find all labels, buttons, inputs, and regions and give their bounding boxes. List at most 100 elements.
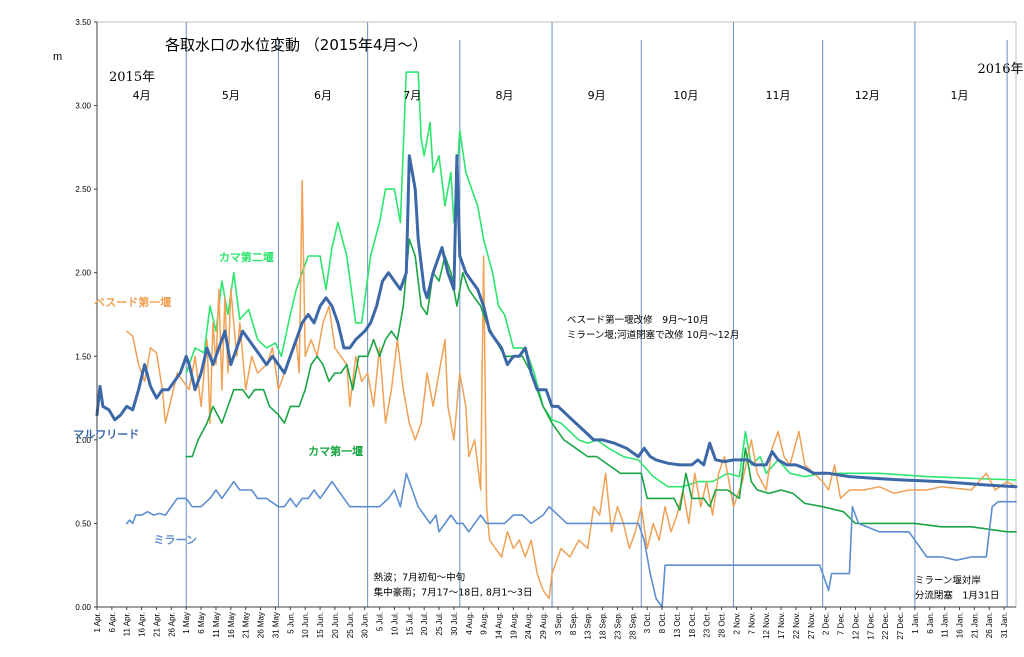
x-tick-label: 12 Nov. xyxy=(762,612,771,639)
series-label: ベスード第一堰 xyxy=(94,295,171,309)
y-axis-unit: m xyxy=(53,51,62,63)
x-tick-label: 18 Sep. xyxy=(599,612,608,640)
annotation-text: 熱波；7月初旬～中旬 xyxy=(374,571,466,583)
x-tick-label: 8 Oct. xyxy=(658,612,667,633)
x-tick-label: 7 Dec. xyxy=(837,612,846,635)
series-line xyxy=(185,71,1017,488)
series-line xyxy=(185,238,1017,533)
y-tick-label: 1.00 xyxy=(75,436,91,445)
month-label: 9月 xyxy=(588,89,606,102)
x-tick-labels: 1 Apr. 6 Apr. 11 Apr. 16 Apr. 21 Apr. 26 Apr.… xyxy=(93,607,1009,640)
x-tick-label: 2 Dec. xyxy=(822,612,831,635)
x-tick-label: 26 Apr. xyxy=(167,612,176,637)
x-tick-label: 25 Jun. xyxy=(346,612,355,638)
annotation-text: 分流閉塞 1月31日 xyxy=(915,590,1000,602)
x-tick-label: 30 Jun. xyxy=(361,612,370,638)
x-tick-label: 20 Jun. xyxy=(331,612,340,638)
x-tick-label: 15 Jul. xyxy=(405,612,414,636)
plot-grid xyxy=(97,21,1017,607)
x-tick-label: 28 Oct. xyxy=(718,612,727,638)
x-tick-label: 13 Sep. xyxy=(584,612,593,640)
x-tick-label: 4 Aug. xyxy=(465,612,474,635)
x-tick-label: 26 May xyxy=(257,612,266,638)
y-tick-label: 2.50 xyxy=(75,185,91,194)
x-tick-label: 20 Jul. xyxy=(420,612,429,636)
month-label: 4月 xyxy=(133,89,151,102)
x-tick-label: 25 Jul. xyxy=(435,612,444,636)
annotation-text: ミラーン堰対岸 xyxy=(915,575,982,587)
annotation-text: ミラーン堰;河道閉塞で改修 10月～12月 xyxy=(567,329,739,341)
series-label: ミラーン xyxy=(154,533,197,546)
x-tick-label: 29 Aug. xyxy=(539,612,548,639)
x-tick-label: 27 Dec. xyxy=(896,612,905,640)
x-tick-label: 17 Dec. xyxy=(866,612,875,640)
x-tick-label: 22 Nov. xyxy=(792,612,801,639)
x-tick-label: 23 Oct. xyxy=(703,612,712,638)
x-tick-label: 11 May xyxy=(212,612,221,638)
x-tick-label: 27 Nov. xyxy=(807,612,816,639)
x-tick-label: 3 Sep. xyxy=(554,612,563,635)
x-tick-label: 14 Aug. xyxy=(495,612,504,639)
x-tick-label: 8 Sep. xyxy=(569,612,578,635)
x-tick-label: 30 Jul. xyxy=(450,612,459,636)
y-tick-label: 3.00 xyxy=(75,102,91,111)
x-tick-label: 6 May xyxy=(197,612,206,634)
x-tick-label: 31 Jan. xyxy=(1000,612,1009,638)
series-label: マルワリード xyxy=(73,428,139,441)
x-tick-label: 2 Nov. xyxy=(732,612,741,635)
x-tick-label: 31 May xyxy=(271,612,280,638)
x-tick-label: 16 May xyxy=(227,612,236,638)
x-tick-label: 12 Dec. xyxy=(851,612,860,640)
y-tick-label: 0.00 xyxy=(75,603,91,612)
axes xyxy=(96,22,1016,608)
year-label: 2015年 xyxy=(109,70,155,85)
month-label: 11月 xyxy=(766,89,791,102)
x-tick-label: 24 Aug. xyxy=(524,612,533,639)
x-tick-label: 21 Jan. xyxy=(970,612,979,638)
y-tick-label: 1.50 xyxy=(75,352,91,361)
x-tick-label: 7 Nov. xyxy=(747,612,756,635)
x-tick-label: 19 Aug. xyxy=(509,612,518,639)
y-tick-label: 2.00 xyxy=(75,269,91,278)
x-tick-label: 9 Aug. xyxy=(480,612,489,635)
month-label: 12月 xyxy=(855,89,880,102)
y-tick-label: 3.50 xyxy=(75,18,91,27)
year-labels: 2015年 2016年 xyxy=(109,62,1024,85)
year-label: 2016年 xyxy=(977,62,1023,77)
x-tick-label: 1 Apr. xyxy=(93,612,102,632)
x-tick-label: 10 Jun. xyxy=(301,612,310,638)
chart-title: 各取水口の水位変動 （2015年4月～） xyxy=(165,36,428,54)
series-line xyxy=(125,180,1017,600)
series-label: カマ第一堰 xyxy=(308,444,363,458)
x-tick-label: 23 Sep. xyxy=(613,612,622,640)
y-tick-labels: 0.00 0.50 1.00 1.50 2.00 2.50 3.00 3.50 xyxy=(75,18,97,612)
month-labels: 4月 5月 6月 7月 8月 9月 10月 11月 12月 1月 xyxy=(133,89,969,102)
x-tick-label: 21 Apr. xyxy=(152,612,161,637)
x-tick-label: 17 Nov. xyxy=(777,612,786,639)
x-tick-label: 6 Apr. xyxy=(108,612,117,632)
month-label: 5月 xyxy=(222,89,240,102)
x-tick-label: 26 Jan. xyxy=(985,612,994,638)
x-tick-label: 6 Jan. xyxy=(926,612,935,634)
series-layer xyxy=(95,71,1018,608)
annotation-text: 集中豪雨；7月17～18日, 8月1～3日 xyxy=(374,586,533,598)
y-tick-label: 0.50 xyxy=(75,519,91,528)
x-tick-label: 5 Jul. xyxy=(376,612,385,631)
x-tick-label: 10 Jul. xyxy=(390,612,399,636)
x-tick-label: 5 Jun. xyxy=(286,612,295,634)
x-tick-label: 1 Jan. xyxy=(911,612,920,634)
x-tick-label: 15 Jun. xyxy=(316,612,325,638)
month-label: 10月 xyxy=(673,89,698,102)
series-label: カマ第二堰 xyxy=(219,250,274,264)
x-tick-label: 18 Oct. xyxy=(688,612,697,638)
x-tick-label: 21 May xyxy=(242,612,251,638)
x-tick-label: 11 Apr. xyxy=(123,612,132,636)
x-tick-label: 13 Oct. xyxy=(673,612,682,638)
x-tick-label: 28 Sep. xyxy=(628,612,637,640)
x-tick-label: 11 Jan. xyxy=(941,612,950,638)
series-line xyxy=(95,154,1018,489)
x-tick-label: 3 Oct. xyxy=(643,612,652,633)
x-tick-label: 16 Jan. xyxy=(955,612,964,638)
